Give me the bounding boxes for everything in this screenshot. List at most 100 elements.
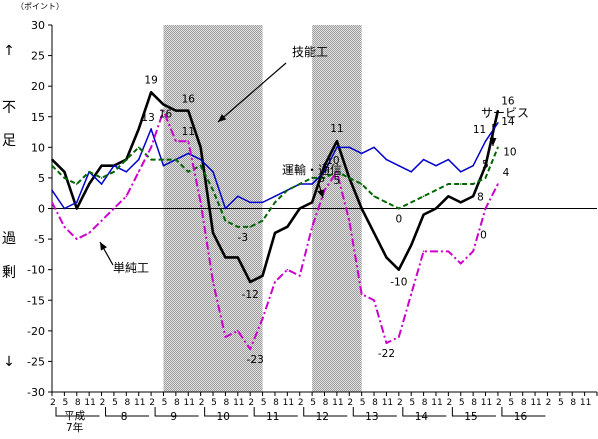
data-point-単純工 bbox=[447, 250, 450, 253]
x-tick-label: 2 bbox=[298, 398, 304, 408]
annotation-label: 単純工 bbox=[113, 261, 149, 275]
data-point-運輸・通信 bbox=[261, 219, 264, 222]
data-point-単純工 bbox=[175, 140, 177, 143]
data-point-単純工 bbox=[150, 146, 152, 149]
x-tick-label: 11 bbox=[530, 398, 541, 408]
x-tick-label: 2 bbox=[100, 398, 106, 408]
data-label: -12 bbox=[242, 289, 259, 301]
data-point-技能工 bbox=[472, 195, 474, 198]
data-point-運輸・通信 bbox=[484, 177, 487, 179]
data-point-運輸・通信 bbox=[100, 177, 103, 179]
data-point-技能工 bbox=[422, 213, 425, 216]
data-point-技能工 bbox=[162, 103, 165, 106]
x-tick-label: 2 bbox=[446, 398, 452, 408]
series-group bbox=[51, 90, 500, 351]
y-side-text: ↑ bbox=[3, 43, 15, 59]
data-point-サービス bbox=[100, 183, 103, 185]
x-tick-label: 2 bbox=[496, 398, 502, 408]
data-point-単純工 bbox=[63, 226, 66, 228]
data-point-技能工 bbox=[150, 91, 152, 94]
data-point-技能工 bbox=[497, 109, 499, 112]
data-point-運輸・通信 bbox=[224, 219, 227, 222]
year-label: 14 bbox=[415, 411, 429, 423]
data-point-単純工 bbox=[373, 299, 375, 302]
data-point-単純工 bbox=[261, 317, 264, 320]
data-point-単純工 bbox=[497, 183, 499, 185]
data-point-運輸・通信 bbox=[88, 171, 90, 173]
year-bracket bbox=[204, 407, 249, 417]
x-tick-label: 11 bbox=[481, 398, 492, 408]
year-label: 16 bbox=[514, 411, 528, 423]
data-label: 5 bbox=[482, 159, 489, 171]
data-point-運輸・通信 bbox=[459, 183, 462, 185]
data-point-技能工 bbox=[187, 109, 190, 112]
data-label: -23 bbox=[247, 354, 264, 366]
data-point-サービス bbox=[323, 171, 326, 173]
data-point-単純工 bbox=[348, 219, 351, 222]
data-point-単純工 bbox=[249, 348, 251, 350]
y-tick-label: 5 bbox=[38, 172, 45, 185]
y-side-text: 足 bbox=[2, 133, 16, 149]
x-tick-label: 5 bbox=[508, 398, 514, 408]
data-point-技能工 bbox=[199, 146, 202, 149]
x-tick-label: 11 bbox=[332, 398, 343, 408]
data-point-単純工 bbox=[410, 293, 413, 295]
data-point-単純工 bbox=[274, 281, 276, 283]
y-side-text: 過 bbox=[2, 231, 16, 247]
data-label: 13 bbox=[141, 112, 154, 124]
data-point-運輸・通信 bbox=[497, 146, 499, 149]
data-point-単純工 bbox=[212, 281, 214, 283]
annotation-label: 技能工 bbox=[292, 45, 328, 59]
data-point-技能工 bbox=[274, 232, 276, 234]
x-tick-label: 2 bbox=[149, 398, 155, 408]
data-point-単純工 bbox=[360, 293, 363, 295]
year-label: 8 bbox=[121, 411, 128, 423]
data-label: -10 bbox=[390, 277, 407, 289]
axes-group bbox=[48, 24, 598, 417]
data-point-サービス bbox=[212, 171, 214, 173]
data-point-運輸・通信 bbox=[373, 195, 375, 198]
data-point-技能工 bbox=[323, 164, 326, 167]
data-point-技能工 bbox=[261, 274, 264, 277]
year-bracket bbox=[451, 407, 496, 417]
data-point-サービス bbox=[75, 201, 78, 204]
annotation-arrowhead bbox=[317, 189, 325, 198]
data-point-運輸・通信 bbox=[472, 183, 474, 185]
x-tick-label: 5 bbox=[360, 398, 366, 408]
y-tick-label: -10 bbox=[27, 264, 45, 277]
data-point-サービス bbox=[311, 183, 313, 185]
y-side-text: 不 bbox=[2, 100, 16, 116]
data-point-運輸・通信 bbox=[435, 189, 437, 191]
year-label: 12 bbox=[316, 411, 329, 423]
year-label: 平成 bbox=[64, 410, 85, 422]
data-point-単純工 bbox=[422, 250, 425, 253]
year-bracket bbox=[154, 407, 199, 417]
data-point-サービス bbox=[348, 146, 351, 149]
data-point-単純工 bbox=[286, 268, 289, 271]
data-point-サービス bbox=[236, 195, 239, 198]
data-point-単純工 bbox=[224, 336, 227, 338]
x-tick-label: 11 bbox=[431, 398, 442, 408]
year-label: 15 bbox=[464, 411, 477, 423]
annotation-label: サービス bbox=[481, 106, 529, 120]
data-point-技能工 bbox=[484, 164, 487, 167]
data-point-運輸・通信 bbox=[311, 177, 313, 179]
data-point-サービス bbox=[422, 158, 425, 161]
data-point-サービス bbox=[187, 152, 190, 155]
data-label: 0 bbox=[480, 230, 487, 242]
data-point-サービス bbox=[398, 164, 400, 167]
data-point-技能工 bbox=[249, 281, 251, 283]
data-point-サービス bbox=[447, 158, 450, 161]
x-tick-label: 2 bbox=[347, 398, 353, 408]
x-tick-label: 5 bbox=[558, 398, 564, 408]
x-tick-label: 8 bbox=[273, 398, 279, 408]
data-point-サービス bbox=[137, 158, 140, 161]
y-side-text: ↓ bbox=[3, 354, 15, 370]
year-bracket bbox=[352, 407, 397, 417]
data-point-技能工 bbox=[298, 207, 301, 210]
data-point-技能工 bbox=[63, 171, 66, 173]
data-point-技能工 bbox=[398, 268, 400, 271]
x-tick-label: 5 bbox=[409, 398, 415, 408]
data-point-運輸・通信 bbox=[298, 183, 301, 185]
data-point-単純工 bbox=[100, 219, 103, 222]
